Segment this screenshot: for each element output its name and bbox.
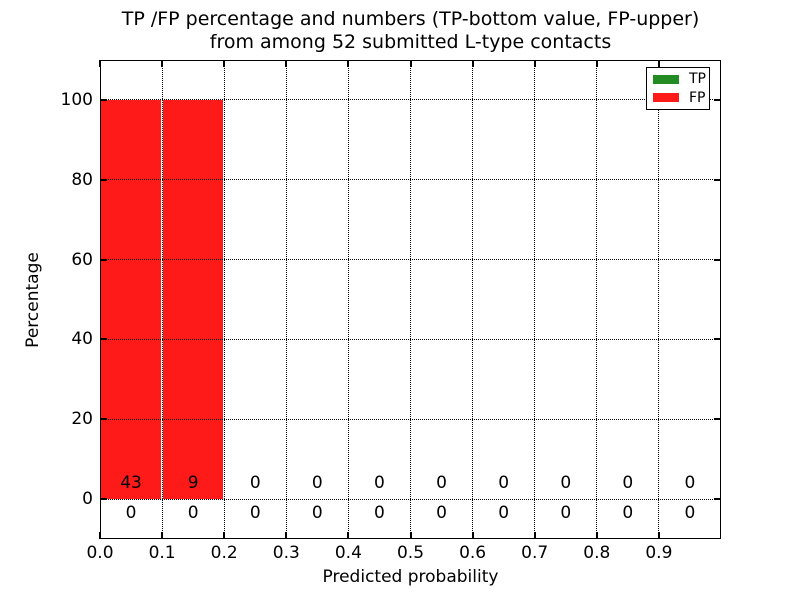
legend-label-fp: FP <box>689 89 706 106</box>
tp-count-label: 0 <box>684 503 696 524</box>
gridline-x <box>161 60 163 539</box>
x-tick-label: 0.7 <box>521 543 549 563</box>
bar-fp <box>100 99 162 500</box>
x-tick-label: 0.0 <box>86 543 114 563</box>
chart-title: TP /FP percentage and numbers (TP-bottom… <box>100 8 721 54</box>
y-tick-mark <box>100 338 107 341</box>
x-tick-mark-top <box>223 60 226 67</box>
chart-title-line1: TP /FP percentage and numbers (TP-bottom… <box>121 8 700 30</box>
tp-count-label: 0 <box>249 503 261 524</box>
bar-fp <box>163 99 224 500</box>
y-tick-label: 80 <box>71 169 93 190</box>
x-tick-label: 0.4 <box>334 543 362 563</box>
x-tick-label: 0.3 <box>272 543 300 563</box>
fp-count-label: 9 <box>187 473 199 494</box>
tp-count-label: 0 <box>374 503 385 524</box>
gridline-y <box>100 259 721 261</box>
gridline-x <box>347 60 349 539</box>
fp-count-label: 0 <box>560 473 572 494</box>
gridline-x <box>223 60 225 539</box>
fp-color-swatch <box>653 93 679 103</box>
x-tick-label: 0.6 <box>459 543 487 563</box>
fp-count-label: 0 <box>374 473 385 494</box>
tp-count-label: 0 <box>311 503 323 524</box>
x-tick-mark <box>471 532 474 539</box>
x-tick-mark <box>99 532 101 539</box>
tp-count-label: 0 <box>560 503 572 524</box>
gridline-x <box>285 60 287 539</box>
fp-count-label: 0 <box>684 473 696 494</box>
x-tick-label: 0.2 <box>210 543 238 563</box>
y-tick-mark-right <box>714 178 721 181</box>
tp-count-label: 0 <box>436 503 447 524</box>
gridline-y <box>100 99 721 101</box>
x-tick-mark <box>347 532 350 539</box>
y-tick-mark-right <box>714 418 721 421</box>
y-tick-mark <box>100 178 107 181</box>
x-tick-mark <box>285 532 288 539</box>
x-tick-mark <box>161 532 164 539</box>
legend-item-tp: TP <box>653 72 709 86</box>
x-tick-mark <box>409 532 412 539</box>
y-tick-mark <box>100 98 107 101</box>
x-tick-mark-top <box>471 60 474 67</box>
x-tick-mark <box>595 532 598 539</box>
legend-item-fp: FP <box>653 91 709 105</box>
y-tick-label: 60 <box>71 249 93 270</box>
tp-count-label: 0 <box>498 503 510 524</box>
y-tick-mark <box>100 258 107 261</box>
y-tick-mark <box>100 498 107 501</box>
fp-count-label: 0 <box>249 473 261 494</box>
fp-count-label: 0 <box>436 473 447 494</box>
gridline-y <box>100 338 721 340</box>
x-tick-mark-top <box>285 60 288 67</box>
x-tick-mark-top <box>657 60 660 67</box>
x-tick-mark-top <box>99 60 101 67</box>
gridline-x <box>596 60 598 539</box>
y-tick-label: 0 <box>82 489 93 510</box>
x-tick-mark-top <box>595 60 598 67</box>
gridline-x <box>534 60 536 539</box>
x-tick-label: 0.8 <box>583 543 611 563</box>
x-tick-mark <box>223 532 226 539</box>
plot-area: TP FP <box>99 60 721 539</box>
fp-count-label: 0 <box>622 473 634 494</box>
y-tick-mark-right <box>714 498 721 501</box>
y-tick-mark-right <box>714 98 721 101</box>
y-tick-mark-right <box>714 338 721 341</box>
x-tick-mark-top <box>533 60 536 67</box>
y-tick-mark <box>100 418 107 421</box>
x-tick-label: 0.9 <box>645 543 673 563</box>
fp-count-label: 0 <box>311 473 323 494</box>
x-tick-label: 0.5 <box>396 543 425 563</box>
x-axis-label: Predicted probability <box>322 567 499 587</box>
x-tick-mark <box>533 532 536 539</box>
tp-count-label: 0 <box>622 503 634 524</box>
y-tick-label: 100 <box>60 89 93 110</box>
gridline-x <box>472 60 474 539</box>
tp-count-label: 0 <box>187 503 199 524</box>
y-tick-label: 20 <box>71 409 93 430</box>
gridline-x <box>410 60 411 539</box>
tp-count-label: 0 <box>125 503 137 524</box>
gridline-x <box>658 60 660 539</box>
fp-count-label: 43 <box>120 473 142 494</box>
x-tick-mark-top <box>409 60 412 67</box>
legend: TP FP <box>646 67 710 110</box>
tp-color-swatch <box>653 74 679 84</box>
x-tick-mark-top <box>347 60 350 67</box>
x-tick-label: 0.1 <box>148 543 176 563</box>
gridline-y <box>100 418 721 420</box>
fp-count-label: 0 <box>498 473 510 494</box>
legend-label-tp: TP <box>689 71 706 88</box>
gridline-y <box>100 498 721 500</box>
y-tick-label: 40 <box>71 329 93 350</box>
chart-title-line2: from among 52 submitted L-type contacts <box>209 31 612 53</box>
x-tick-mark <box>657 532 660 539</box>
x-tick-mark-top <box>161 60 164 67</box>
gridline-y <box>100 179 721 181</box>
y-tick-mark-right <box>714 258 721 261</box>
